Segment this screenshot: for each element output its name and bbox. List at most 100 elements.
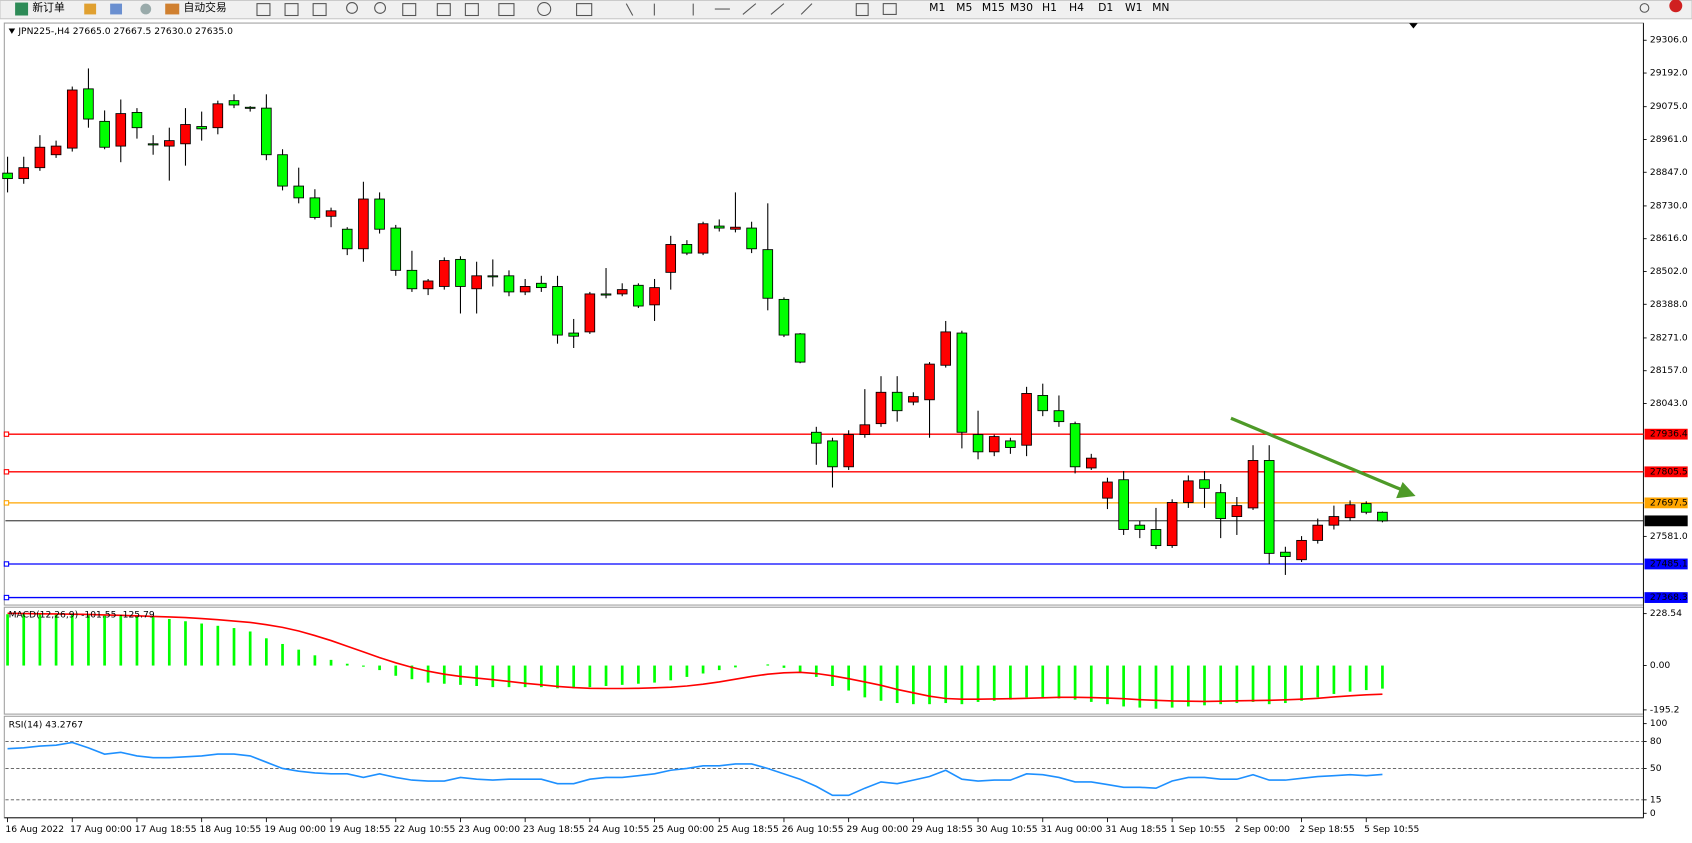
timeframe-button[interactable]: H4	[1069, 1, 1084, 14]
candle-body-down	[891, 391, 903, 412]
toolbar-icon[interactable]	[256, 3, 271, 17]
candle-body-down	[1134, 524, 1146, 530]
notification-badge[interactable]	[1669, 0, 1683, 13]
new-order-button[interactable]: 新订单	[32, 1, 65, 14]
x-tick-label: 17 Aug 18:55	[135, 824, 197, 835]
x-tick-label: 24 Aug 10:55	[588, 824, 650, 835]
x-tick-label: 25 Aug 00:00	[652, 824, 714, 835]
toolbar-icon[interactable]	[284, 3, 299, 17]
candle-body-up	[1344, 504, 1356, 519]
candle-body-down	[455, 258, 466, 287]
y-tick-label: 15	[1650, 794, 1662, 805]
candle-body-down	[568, 332, 579, 337]
toolbar-icon[interactable]	[110, 3, 123, 15]
candle-body-up	[940, 331, 951, 366]
candle-body-up	[66, 89, 78, 149]
y-tick-label: 100	[1650, 718, 1668, 729]
auto-trading-icon[interactable]	[165, 3, 180, 15]
candle-body-up	[616, 289, 628, 295]
candle-body-down	[406, 269, 418, 290]
candle-body-up	[164, 140, 175, 147]
candle-body-up	[1296, 539, 1307, 561]
candle-body-up	[697, 223, 709, 254]
timeframe-button[interactable]: M1	[929, 1, 945, 14]
toolbar-icon[interactable]	[84, 3, 97, 15]
candle-body-down	[2, 172, 13, 180]
zoom-in[interactable]	[346, 2, 358, 14]
x-tick-label: 29 Aug 18:55	[911, 824, 973, 835]
y-tick-label: 80	[1650, 736, 1662, 747]
y-tick-label: 28616.0	[1650, 233, 1688, 244]
search-icon[interactable]	[1639, 3, 1650, 13]
chart-shift-marker	[1409, 23, 1418, 29]
trend-arrow	[1230, 416, 1416, 499]
toolbar-icon[interactable]	[402, 3, 417, 17]
candle-body-up	[34, 146, 46, 169]
text-tool[interactable]	[855, 3, 869, 17]
arrow-tool[interactable]	[882, 3, 897, 15]
candle-body-down	[1053, 410, 1065, 423]
timeframe-button[interactable]: MN	[1152, 1, 1169, 14]
candle-body-up	[924, 363, 935, 401]
candle-body-down	[1360, 503, 1372, 513]
macd-panel	[3, 606, 1644, 715]
toolbar-icons	[256, 2, 1650, 17]
candle-body-up	[115, 113, 127, 147]
timeframe-button[interactable]: M30	[1010, 1, 1033, 14]
auto-trading-button[interactable]: 自动交易	[184, 1, 227, 14]
y-tick-label: 29192.0	[1650, 68, 1688, 79]
candle-body-down	[503, 275, 515, 293]
timeframe-button[interactable]: M15	[982, 1, 1005, 14]
candle-body-down	[228, 100, 240, 106]
level-label: 27697.5	[1650, 497, 1688, 508]
bid-label: 27635.0	[1650, 515, 1688, 526]
toolbar-icon[interactable]	[140, 3, 152, 15]
y-tick-label: 29306.0	[1650, 35, 1688, 46]
x-tick-label: 23 Aug 00:00	[458, 824, 520, 835]
timeframe-button[interactable]: H1	[1042, 1, 1057, 14]
chart-title: JPN225-,H4 27665.0 27667.5 27630.0 27635…	[17, 26, 233, 37]
candle-body-up	[584, 293, 596, 333]
candle-body-down	[1377, 511, 1388, 522]
timeframe-button[interactable]: D1	[1098, 1, 1113, 14]
y-tick-label: 28502.0	[1650, 266, 1688, 277]
y-tick-label: 29075.0	[1650, 101, 1688, 112]
candle-body-up	[1166, 502, 1178, 547]
candle-body-down	[277, 154, 288, 187]
candle-body-down	[83, 88, 94, 120]
candle-body-down	[1263, 460, 1275, 554]
rsi-line	[7, 741, 1383, 797]
toolbar-icon[interactable]	[537, 2, 552, 17]
timeframe-button[interactable]: M5	[956, 1, 972, 14]
y-tick-label: -195.2	[1650, 704, 1680, 715]
candle-body-down	[487, 275, 499, 278]
candle-body-up	[50, 145, 62, 156]
y-tick-label: 228.54	[1650, 608, 1682, 619]
toolbar-icon[interactable]	[498, 3, 515, 17]
candle-body-up	[18, 167, 30, 180]
candle-body-down	[762, 249, 774, 299]
candle-body-up	[1085, 457, 1097, 469]
x-tick-label: 17 Aug 00:00	[70, 824, 132, 835]
trendline-tool[interactable]	[742, 3, 757, 15]
x-tick-label: 2 Sep 18:55	[1299, 824, 1354, 835]
candle-body-down	[713, 225, 725, 229]
new-order-icon[interactable]	[15, 2, 29, 16]
zoom-out[interactable]	[374, 2, 387, 14]
channel-tool[interactable]	[770, 3, 785, 15]
candle-body-down	[244, 106, 256, 109]
candle-body-up	[1183, 480, 1194, 503]
fibo-tool[interactable]	[800, 3, 813, 15]
candle-body-up	[649, 287, 660, 306]
trend-arrow-line	[1230, 416, 1405, 493]
candle-body-up	[438, 260, 450, 287]
candle-body-up	[665, 244, 677, 273]
level-label-bg	[1644, 466, 1688, 478]
toolbar-icon[interactable]	[464, 3, 479, 17]
toolbar-icon[interactable]	[312, 3, 327, 17]
timeframe-button[interactable]: W1	[1125, 1, 1143, 14]
y-tick-label: 28157.0	[1650, 365, 1688, 376]
toolbar-icon[interactable]	[436, 3, 451, 17]
cursor-tool[interactable]	[625, 3, 634, 16]
toolbar-icon[interactable]	[576, 3, 593, 17]
